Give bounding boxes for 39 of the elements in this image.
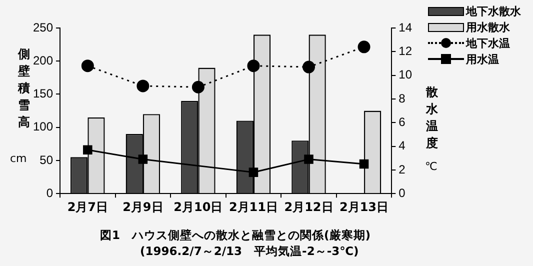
- y2-tick-label: 0: [398, 186, 406, 200]
- y-tick-label: 250: [32, 20, 54, 34]
- text: (1996.2/7～2/13 平均気温-2～-3℃): [140, 244, 359, 259]
- legend-label: 地下水散水: [466, 4, 521, 18]
- y2-tick-label: 4: [398, 138, 406, 153]
- x-tick-label: 2月12日: [284, 200, 334, 214]
- point: [81, 60, 94, 72]
- y2-axis-title: 散水温度 ℃: [424, 84, 439, 173]
- y-tick-label: 200: [32, 53, 54, 68]
- y2-tick-label: 8: [398, 91, 406, 106]
- x-tick-label: 2月13日: [339, 200, 389, 214]
- point: [302, 60, 315, 74]
- x-tick-label: 2月9日: [122, 200, 164, 214]
- point: [136, 80, 150, 92]
- y2-tick-label: 2: [398, 162, 406, 176]
- y2-tick-label: 12: [398, 44, 412, 58]
- point: [358, 40, 370, 54]
- text: 図1 ハウス側壁への散水と融雪との関係(厳寒期): [100, 228, 371, 243]
- legend-label: 地下水温: [466, 36, 510, 50]
- y-tick-label: 50: [40, 152, 54, 167]
- point: [304, 154, 314, 164]
- legend-label: 用水散水: [466, 20, 510, 34]
- point: [247, 60, 260, 72]
- x-tick-label: 2月11日: [228, 200, 278, 214]
- legend-label: 用水温: [466, 52, 499, 66]
- point: [359, 159, 369, 169]
- point: [192, 80, 204, 94]
- x-tick-label: 2月10日: [174, 200, 223, 214]
- y-tick-label: 100: [32, 120, 54, 134]
- point: [248, 168, 258, 177]
- point: [138, 154, 148, 164]
- y2-tick-label: 10: [398, 68, 412, 82]
- y2-tick-label: 6: [398, 114, 406, 129]
- y2-tick-label: 14: [398, 20, 412, 34]
- y-tick-label: 150: [32, 86, 54, 101]
- y-tick-label: 0: [46, 186, 54, 200]
- text: 側壁積雪高 cm: [10, 47, 30, 165]
- x-tick-label: 2月7日: [67, 200, 108, 214]
- point: [83, 145, 92, 154]
